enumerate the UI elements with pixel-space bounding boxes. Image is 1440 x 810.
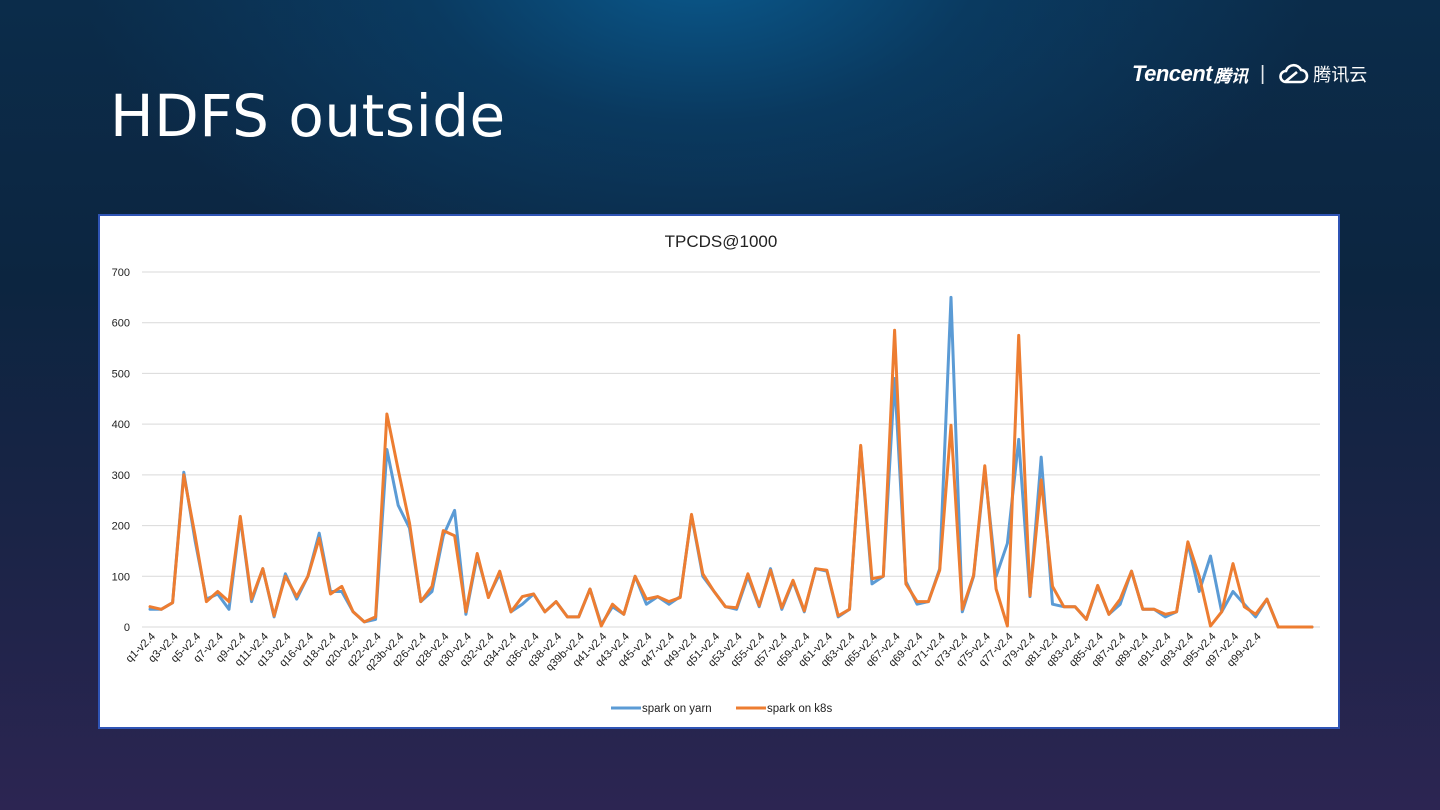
y-tick-label: 200 [112, 521, 130, 533]
y-tick-label: 300 [112, 470, 130, 482]
series-lines [148, 295, 1314, 629]
logo-cloud-cn: 腾讯云 [1313, 65, 1368, 85]
legend-label: spark on yarn [642, 703, 712, 715]
tencent-logo: Tencent 腾讯 | 腾讯云 [1132, 58, 1367, 90]
series-line-k8s [148, 328, 1314, 629]
y-tick-label: 400 [112, 419, 130, 431]
logo-separator: | [1260, 62, 1266, 85]
y-tick-label: 700 [112, 267, 130, 279]
grid-lines [142, 271, 1320, 628]
chart-card: 0 100 200 300 400 500 600 700 q1-v2.4 q3-v2.4 q5-… [98, 214, 1340, 729]
legend-label: spark on k8s [767, 703, 832, 715]
series-line-yarn [148, 295, 1314, 629]
y-axis: 0 100 200 300 400 500 600 700 [112, 267, 130, 634]
logo-brand-cn: 腾讯 [1214, 66, 1249, 86]
cloud-icon [1279, 63, 1309, 84]
logo-brand: Tencent [1132, 61, 1213, 86]
y-tick-label: 600 [112, 318, 130, 330]
y-tick-label: 0 [124, 622, 130, 634]
legend: spark on yarn spark on k8s [611, 703, 832, 715]
y-tick-label: 500 [112, 368, 130, 380]
slide-title: HDFS outside [110, 82, 506, 150]
tpcds-line-chart: 0 100 200 300 400 500 600 700 q1-v2.4q3-v2.4q5-… [112, 232, 1320, 715]
y-tick-label: 100 [112, 571, 130, 583]
chart-title: TPCDS@1000 [665, 232, 778, 251]
x-axis: q1-v2.4q3-v2.4q5-v2.4q7-v2.4q9-v2.4q11-v… [124, 631, 1264, 674]
